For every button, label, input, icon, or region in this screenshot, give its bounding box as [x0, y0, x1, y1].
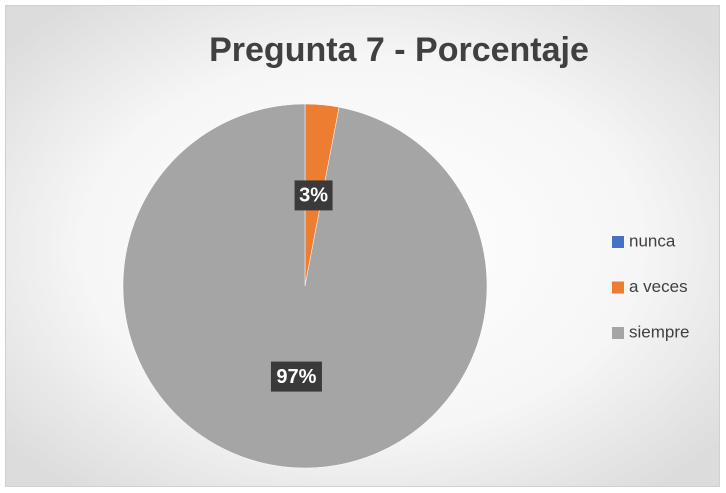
legend-label: nunca [629, 231, 676, 250]
legend-swatch [612, 236, 624, 248]
data-label: 3% [299, 185, 328, 207]
legend-label: a veces [629, 277, 688, 296]
legend-swatch [612, 327, 624, 339]
data-label-box [270, 361, 322, 392]
legend-label: siempre [629, 322, 689, 341]
chart-title: Pregunta 7 - Porcentaje [209, 31, 589, 69]
data-label-box [294, 180, 333, 211]
pie-slice [122, 103, 488, 469]
data-label: 97% [276, 366, 316, 388]
legend-swatch [612, 281, 624, 294]
